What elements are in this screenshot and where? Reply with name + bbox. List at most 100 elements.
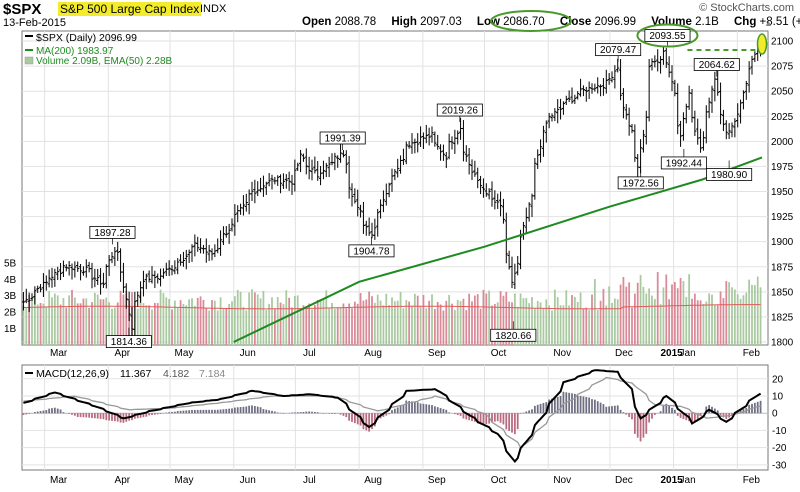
volume-bar <box>691 298 693 345</box>
macd-histogram-bar <box>582 396 585 414</box>
triangle-up-icon: ▲ <box>764 18 773 28</box>
volume-bar <box>399 292 402 345</box>
macd-histogram-bar <box>33 412 36 414</box>
macd-histogram-bar <box>476 413 479 424</box>
macd-histogram-bar <box>268 410 271 414</box>
volume-bar <box>225 308 228 345</box>
ohlc-bar <box>587 81 591 100</box>
ohlc-bar <box>430 126 434 143</box>
volume-bar <box>705 301 708 345</box>
ohlc-bar <box>147 270 151 283</box>
x-tick-label: Apr <box>115 348 131 359</box>
y-tick-label: 1975 <box>771 162 794 173</box>
volume-bar <box>199 296 202 345</box>
ohlc-bar <box>76 261 80 272</box>
ohlc-bar <box>364 220 368 236</box>
macd-x-tick-label: Jan <box>680 475 696 486</box>
macd-histogram-bar <box>599 402 602 414</box>
macd-histogram-bar <box>342 413 345 416</box>
macd-histogram-bar <box>562 391 565 414</box>
highlight-oval <box>636 23 699 48</box>
volume-bar <box>753 285 756 345</box>
macd-histogram-bar <box>239 407 242 414</box>
macd-histogram-bar <box>542 403 545 414</box>
macd-histogram-bar <box>391 410 393 414</box>
volume-bar <box>716 305 719 345</box>
macd-x-tick-label: Jun <box>240 475 256 486</box>
ohlc-bar <box>327 156 331 178</box>
macd-histogram-bar <box>351 413 353 422</box>
macd-histogram-bar <box>556 396 559 414</box>
volume-bar <box>148 305 151 345</box>
macd-histogram-bar <box>522 412 525 414</box>
volume-bar <box>116 302 119 345</box>
volume-bar <box>628 282 631 345</box>
macd-histogram-bar <box>233 407 236 414</box>
ohlc-bar <box>141 270 146 297</box>
volume-bar <box>142 303 145 345</box>
ohlc-bar <box>490 181 494 207</box>
macd-x-tick-label: 2015 <box>660 475 683 486</box>
ohlc-bar <box>58 263 63 281</box>
volume-bar <box>513 293 516 345</box>
price-annotation: 2064.62 <box>693 58 740 77</box>
macd-histogram-bar <box>99 413 102 419</box>
volume-bar <box>413 293 416 345</box>
volume-bar <box>28 295 31 345</box>
macd-histogram-bar <box>262 409 265 414</box>
ohlc-bar <box>633 124 637 162</box>
macd-histogram-bar <box>465 413 468 420</box>
macd-histogram-bar <box>236 407 239 414</box>
macd-histogram-bar <box>185 410 188 414</box>
macd-histogram-bar <box>316 412 319 414</box>
legend-hist-value: 7.184 <box>199 368 225 380</box>
ohlc-bar <box>21 292 26 311</box>
legend-price: $SPX (Daily) 2096.99 <box>36 32 137 44</box>
ohlc-bar <box>536 149 540 169</box>
ohlc-bar <box>550 113 554 122</box>
volume-bar <box>673 282 676 345</box>
ohlc-bar <box>501 198 506 224</box>
ohlc-bar <box>627 107 631 136</box>
volume-bar <box>756 276 759 345</box>
volume-bar <box>551 310 553 345</box>
annotation-box <box>595 43 642 57</box>
ohlc-bar <box>376 208 380 237</box>
ohlc-bar <box>156 273 160 284</box>
macd-histogram-bar <box>653 413 656 415</box>
macd-histogram-bar <box>659 411 662 414</box>
macd-x-tick-label: Dec <box>615 475 633 486</box>
volume-bar <box>499 291 502 345</box>
y-tick-label: 2000 <box>771 137 794 148</box>
volume-bar <box>493 304 496 345</box>
ohlc-bar <box>167 260 171 276</box>
volume-bar <box>205 308 208 345</box>
ohlc-bar <box>90 262 94 289</box>
ohlc-bar <box>498 191 503 217</box>
ohlc-bar <box>510 256 514 289</box>
macd-histogram-bar <box>756 401 759 414</box>
volume-bar <box>491 305 493 345</box>
macd-histogram-bar <box>296 412 299 414</box>
ohlc-bar <box>224 226 228 238</box>
macd-histogram-bar <box>485 413 488 425</box>
volume-bar <box>428 300 431 345</box>
macd-histogram-bar <box>79 413 82 418</box>
ohlc-bar <box>278 174 283 194</box>
ohlc-bar <box>113 246 117 266</box>
ohlc-bar <box>438 144 443 161</box>
volume-bar <box>362 300 365 345</box>
macd-histogram-bar <box>348 413 351 421</box>
macd-histogram-bar <box>651 413 653 419</box>
ohlc-bar <box>618 59 623 101</box>
volume-bar <box>553 289 556 345</box>
volume-bar <box>465 310 468 345</box>
ohlc-bar <box>161 268 166 279</box>
volume-bar <box>348 303 351 345</box>
volume-bar <box>385 293 388 345</box>
macd-histogram-bar <box>685 413 688 421</box>
volume-bar <box>633 293 636 345</box>
macd-histogram-bar <box>636 413 639 438</box>
ohlc-bar <box>230 218 234 232</box>
macd-x-tick-label: May <box>175 475 194 486</box>
